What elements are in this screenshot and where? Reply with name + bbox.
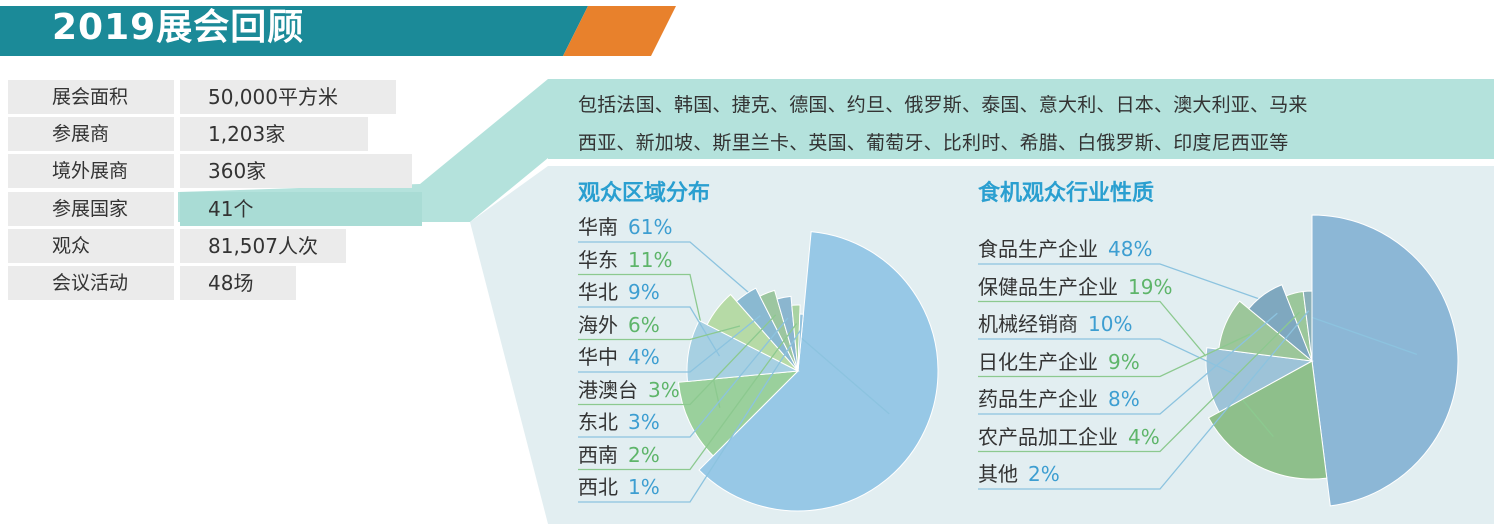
stat-label: 展会面积: [8, 80, 174, 114]
stat-value: 360家: [180, 154, 412, 188]
data-label: 3%: [648, 377, 680, 402]
legend-item: 机械经销商 10%: [978, 311, 1132, 337]
leader-line-7: [978, 310, 1310, 490]
legend-item: 华北 9%: [578, 279, 660, 305]
legend-category: 机械经销商: [978, 312, 1078, 336]
chart-title-region: 观众区域分布: [578, 181, 711, 206]
leader-line-4: [578, 325, 741, 341]
stat-value: 81,507人次: [180, 229, 346, 263]
leader-line-4: [978, 333, 1251, 378]
chart-title-industry: 食机观众行业性质: [978, 181, 1155, 206]
leader-line-6: [978, 311, 1300, 453]
data-label: 1%: [628, 475, 660, 499]
pie-slice-1: [698, 231, 939, 512]
stat-value: 50,000平方米: [180, 80, 396, 114]
data-label: 19%: [1128, 274, 1173, 299]
data-label: 11%: [628, 247, 673, 272]
data-label: 3%: [628, 410, 660, 434]
page-title: 2019展会回顾: [52, 7, 305, 48]
legend-item: 其他 2%: [978, 461, 1060, 487]
leader-line-1: [978, 263, 1418, 356]
pie-slice-7: [776, 295, 799, 372]
legend-item: 海外 6%: [578, 312, 660, 338]
leader-line-6: [578, 314, 777, 406]
country-list-line: 西亚、新加坡、斯里兰卡、英国、葡萄牙、比利时、希腊、白俄罗斯、印度尼西亚等: [578, 132, 1289, 154]
stat-label: 观众: [8, 229, 174, 263]
legend-category: 日化生产企业: [978, 349, 1098, 374]
pie-chart-0: [578, 231, 939, 512]
data-label: 2%: [1028, 462, 1060, 486]
legend-category: 华东: [578, 247, 618, 272]
legend-item: 食品生产企业 48%: [978, 236, 1152, 262]
legend-category: 西北: [578, 475, 618, 499]
data-label: 8%: [1108, 387, 1140, 411]
data-label: 2%: [628, 442, 660, 467]
data-label: 9%: [628, 280, 660, 304]
legend-item: 华南 61%: [578, 214, 672, 240]
leader-line-8: [578, 323, 798, 471]
legend-item: 西南 2%: [578, 442, 660, 468]
pie-slice-3: [1205, 347, 1314, 413]
legend-category: 港澳台: [578, 377, 638, 402]
pie-slice-5: [1248, 284, 1313, 362]
legend-item: 农产品加工企业 4%: [978, 424, 1160, 450]
legend-category: 华中: [578, 345, 618, 369]
data-label: 10%: [1088, 312, 1133, 336]
pie-slice-7: [1302, 290, 1313, 362]
leader-line-7: [578, 317, 789, 438]
legend-category: 药品生产企业: [978, 387, 1098, 411]
pie-slice-1: [1311, 214, 1459, 507]
stat-label: 参展国家: [8, 192, 174, 226]
stat-value: 48场: [180, 266, 296, 300]
legend-category: 食品生产企业: [978, 237, 1098, 261]
data-label: 6%: [628, 312, 660, 337]
leader-line-3: [578, 306, 721, 357]
stat-label: 参展商: [8, 117, 174, 151]
legend-category: 东北: [578, 410, 618, 434]
data-label: 61%: [628, 215, 673, 239]
title-banner-shape: [0, 6, 676, 56]
pie-chart-1: [978, 214, 1459, 507]
legend-category: 保健品生产企业: [978, 274, 1118, 299]
stat-label: 会议活动: [8, 266, 174, 300]
legend-item: 西北 1%: [578, 474, 660, 500]
legend-item: 东北 3%: [578, 409, 660, 435]
legend-item: 日化生产企业 9%: [978, 349, 1140, 375]
country-list: 包括法国、韩国、捷克、德国、约旦、俄罗斯、泰国、意大利、日本、澳大利亚、马来 西…: [578, 86, 1458, 162]
legend-category: 华南: [578, 215, 618, 239]
legend-item: 华东 11%: [578, 247, 672, 273]
pie-slice-2: [1207, 360, 1328, 480]
legend-category: 农产品加工企业: [978, 424, 1118, 449]
pie-slice-2: [677, 370, 800, 457]
leader-line-1: [578, 241, 890, 415]
leader-line-9: [578, 329, 802, 503]
stat-value: 1,203家: [180, 117, 368, 151]
pie-slice-5: [735, 287, 799, 372]
leader-line-3: [978, 338, 1238, 376]
legend-category: 华北: [578, 280, 618, 304]
legend-item: 华中 4%: [578, 344, 660, 370]
pie-slice-6: [759, 289, 799, 372]
country-panel: [548, 79, 1494, 159]
legend-item: 保健品生产企业 19%: [978, 274, 1172, 300]
pie-slice-9: [797, 313, 804, 372]
title-banner: 2019展会回顾: [0, 0, 680, 56]
country-list-line: 包括法国、韩国、捷克、德国、约旦、俄罗斯、泰国、意大利、日本、澳大利亚、马来: [578, 94, 1308, 116]
legend-category: 其他: [978, 462, 1018, 486]
data-label: 4%: [628, 345, 660, 369]
leader-line-5: [578, 315, 761, 373]
data-label: 9%: [1108, 349, 1140, 374]
legend-category: 海外: [578, 312, 618, 337]
legend-item: 药品生产企业 8%: [978, 386, 1140, 412]
data-label: 48%: [1108, 237, 1153, 261]
data-label: 4%: [1128, 424, 1160, 449]
callout-arrow-shape: [178, 79, 548, 222]
legend-item: 港澳台 3%: [578, 377, 680, 403]
leader-line-5: [978, 312, 1278, 415]
stat-label: 境外展商: [8, 154, 174, 188]
legend-category: 西南: [578, 442, 618, 467]
stat-value: 41个: [180, 192, 422, 226]
pie-slice-3: [686, 319, 800, 382]
